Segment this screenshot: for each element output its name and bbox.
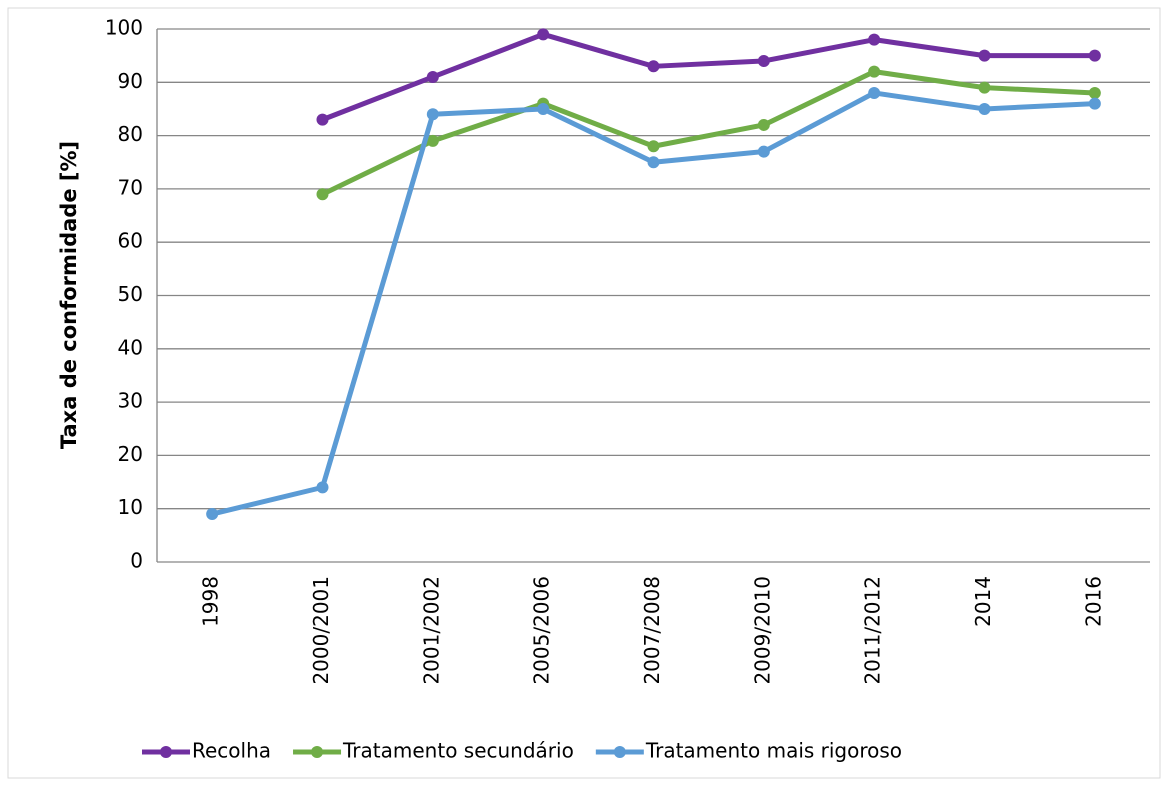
legend-label: Tratamento secundário — [342, 739, 574, 763]
y-tick-label: 20 — [118, 442, 143, 466]
y-tick-label: 10 — [118, 495, 143, 519]
x-tick-label: 2009/2010 — [750, 576, 774, 685]
data-point — [647, 60, 660, 73]
y-tick-label: 100 — [105, 16, 143, 40]
y-tick-label: 50 — [118, 282, 143, 306]
data-point — [1088, 49, 1101, 62]
legend-label: Tratamento mais rigoroso — [645, 739, 902, 763]
data-point — [647, 156, 660, 169]
legend-marker — [311, 746, 324, 758]
x-tick-label: 2011/2012 — [861, 576, 885, 685]
data-point — [426, 70, 439, 83]
y-axis-label: Taxa de conformidade [%] — [57, 141, 81, 449]
data-point — [978, 49, 991, 62]
data-point — [1088, 86, 1101, 99]
data-point — [757, 118, 770, 131]
series-line — [321, 31, 1095, 122]
data-point — [426, 108, 439, 121]
chart-border — [7, 7, 1161, 779]
data-point — [868, 33, 881, 46]
y-tick-label: 70 — [118, 175, 143, 199]
data-point — [537, 28, 550, 41]
y-tick-label: 40 — [118, 335, 143, 359]
data-point — [206, 508, 219, 521]
data-point — [316, 481, 329, 494]
x-tick-label: 2007/2008 — [640, 576, 664, 685]
x-tick-label: 2016 — [1081, 576, 1105, 627]
y-tick-label: 90 — [118, 69, 143, 93]
x-tick-label: 1998 — [199, 576, 223, 627]
x-tick-label: 2014 — [971, 576, 995, 627]
data-point — [978, 81, 991, 94]
data-point — [316, 188, 329, 201]
y-tick-label: 80 — [118, 122, 143, 146]
data-point — [1088, 97, 1101, 110]
y-tick-label: 30 — [118, 389, 143, 413]
data-point — [316, 113, 329, 126]
data-point — [647, 140, 660, 153]
x-tick-label: 2005/2006 — [530, 576, 554, 685]
data-point — [757, 54, 770, 67]
y-tick-label: 0 — [130, 549, 143, 573]
legend-marker — [160, 746, 172, 758]
x-tick-label: 2000/2001 — [309, 576, 333, 685]
data-point — [757, 145, 770, 158]
data-point — [537, 102, 550, 115]
legend-marker — [613, 746, 626, 758]
data-point — [978, 102, 991, 115]
legend-label: Recolha — [192, 739, 271, 763]
data-point — [868, 86, 881, 99]
data-point — [426, 134, 439, 147]
series-line — [321, 69, 1095, 197]
y-tick-label: 60 — [118, 229, 143, 253]
data-point — [868, 65, 881, 78]
x-tick-label: 2001/2002 — [419, 576, 443, 685]
